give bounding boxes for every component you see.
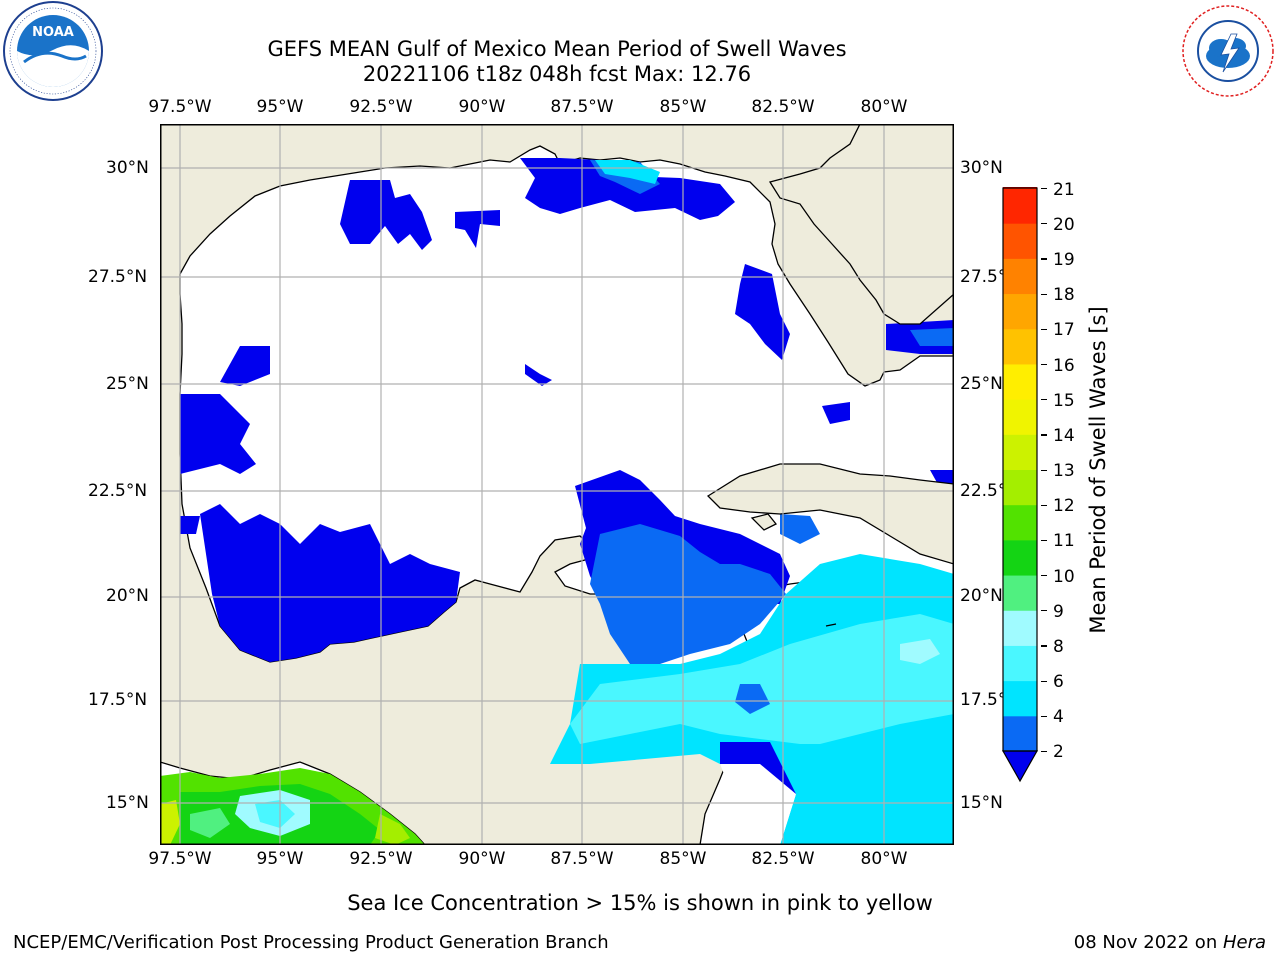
colorbar-tick bbox=[1041, 363, 1047, 366]
colorbar-tick bbox=[1041, 434, 1047, 436]
colorbar-tick bbox=[1041, 751, 1047, 753]
lon-tick-top: 80°W bbox=[860, 97, 908, 117]
colorbar-tick bbox=[1041, 223, 1047, 225]
lon-tick-bottom: 95°W bbox=[256, 849, 304, 869]
lon-tick-top: 97.5°W bbox=[148, 97, 212, 117]
chart-subtitle: 20221106 t18z 048h fcst Max: 12.76 bbox=[362, 62, 752, 86]
florida bbox=[768, 124, 954, 325]
colorbar-level: 6 bbox=[1053, 672, 1064, 692]
graticule bbox=[160, 124, 954, 845]
noaa-logo: NOAA bbox=[3, 1, 103, 101]
lat-tick-left: 27.5°N bbox=[88, 267, 148, 287]
colorbar-band bbox=[1003, 575, 1037, 611]
isla-de-la-juventud bbox=[750, 513, 778, 531]
colorbar-band bbox=[1003, 469, 1037, 506]
map-frame bbox=[160, 124, 954, 845]
colorbar-tick bbox=[1041, 575, 1047, 577]
colorbar-band bbox=[1003, 504, 1037, 541]
colorbar-level: 17 bbox=[1053, 320, 1075, 340]
lat-tick-right: 20°N bbox=[960, 586, 1003, 606]
colorbar-level: 12 bbox=[1053, 496, 1075, 516]
colorbar-tick bbox=[1041, 539, 1047, 542]
colorbar-band bbox=[1003, 328, 1037, 365]
lat-tick-left: 20°N bbox=[106, 586, 149, 606]
colorbar-tick bbox=[1041, 645, 1047, 647]
colorbar-band bbox=[1003, 223, 1037, 259]
footer-date-text: 08 Nov 2022 on bbox=[1073, 932, 1223, 953]
colorbar-tick bbox=[1041, 610, 1047, 612]
colorbar-level: 10 bbox=[1053, 567, 1075, 587]
colorbar-band bbox=[1003, 258, 1037, 295]
noaa-logo-text: NOAA bbox=[32, 25, 74, 40]
colorbar-level: 9 bbox=[1053, 602, 1064, 622]
colorbar-tick bbox=[1041, 328, 1047, 330]
sea-ice-note: Sea Ice Concentration > 15% is shown in … bbox=[347, 891, 933, 915]
cayman bbox=[825, 623, 837, 627]
footer-host: Hera bbox=[1222, 932, 1266, 953]
colorbar-band bbox=[1003, 680, 1037, 717]
lon-tick-top: 87.5°W bbox=[550, 97, 614, 117]
colorbar-level: 4 bbox=[1053, 707, 1064, 727]
colorbar-tick bbox=[1041, 258, 1047, 260]
lat-tick-left: 15°N bbox=[106, 793, 149, 813]
colorbar bbox=[1001, 187, 1039, 783]
footer-date: 08 Nov 2022 on Hera bbox=[1074, 932, 1266, 953]
colorbar-band bbox=[1003, 434, 1037, 470]
lon-tick-top: 92.5°W bbox=[349, 97, 413, 117]
colorbar-band bbox=[1003, 188, 1037, 224]
colorbar-level: 19 bbox=[1053, 250, 1075, 270]
colorbar-band bbox=[1003, 715, 1037, 752]
lat-tick-left: 25°N bbox=[106, 374, 149, 394]
lon-tick-bottom: 82.5°W bbox=[751, 849, 815, 869]
colorbar-tick bbox=[1041, 293, 1047, 295]
colorbar-label: Mean Period of Swell Waves [s] bbox=[1086, 306, 1110, 634]
colorbar-tick-marks bbox=[1041, 188, 1049, 753]
chart-title: GEFS MEAN Gulf of Mexico Mean Period of … bbox=[267, 37, 847, 61]
colorbar-band bbox=[1003, 363, 1037, 400]
colorbar-level: 2 bbox=[1053, 742, 1064, 762]
colorbar-band bbox=[1003, 399, 1037, 435]
colorbar-level: 21 bbox=[1053, 180, 1075, 200]
footer-credit: NCEP/EMC/Verification Post Processing Pr… bbox=[13, 932, 609, 953]
lon-tick-top: 82.5°W bbox=[751, 97, 815, 117]
map-plot bbox=[160, 124, 954, 845]
cuba bbox=[706, 463, 954, 565]
colorbar-level: 14 bbox=[1053, 426, 1075, 446]
lon-tick-top: 95°W bbox=[256, 97, 304, 117]
swell-contours bbox=[160, 158, 954, 845]
colorbar-level: 18 bbox=[1053, 285, 1075, 305]
colorbar-level: 15 bbox=[1053, 391, 1075, 411]
colorbar-band bbox=[1003, 293, 1037, 330]
lat-tick-left: 17.5°N bbox=[88, 690, 148, 710]
colorbar-tick bbox=[1041, 504, 1047, 506]
lon-tick-bottom: 87.5°W bbox=[550, 849, 614, 869]
lon-tick-bottom: 90°W bbox=[458, 849, 506, 869]
lon-tick-top: 90°W bbox=[458, 97, 506, 117]
colorbar-tick bbox=[1041, 188, 1047, 190]
lat-tick-right: 30°N bbox=[960, 158, 1003, 178]
colorbar-tick bbox=[1041, 399, 1047, 401]
colorbar-level: 11 bbox=[1053, 531, 1075, 551]
colorbar-tick bbox=[1041, 715, 1047, 717]
nws-logo bbox=[1179, 2, 1277, 100]
lat-tick-right: 15°N bbox=[960, 793, 1003, 813]
colorbar-level: 13 bbox=[1053, 461, 1075, 481]
lon-tick-bottom: 97.5°W bbox=[148, 849, 212, 869]
lon-tick-bottom: 80°W bbox=[860, 849, 908, 869]
colorbar-band bbox=[1003, 645, 1037, 682]
colorbar-band bbox=[1003, 610, 1037, 646]
lon-tick-bottom: 85°W bbox=[659, 849, 707, 869]
colorbar-band bbox=[1003, 539, 1037, 576]
colorbar-level: 16 bbox=[1053, 356, 1075, 376]
lon-tick-top: 85°W bbox=[659, 97, 707, 117]
lat-tick-left: 22.5°N bbox=[88, 481, 148, 501]
lat-tick-right: 25°N bbox=[960, 374, 1003, 394]
colorbar-tick bbox=[1041, 680, 1047, 682]
colorbar-under-arrow bbox=[1001, 750, 1039, 783]
colorbar-level: 8 bbox=[1053, 637, 1064, 657]
colorbar-tick bbox=[1041, 469, 1047, 471]
lat-tick-left: 30°N bbox=[106, 158, 149, 178]
lon-tick-bottom: 92.5°W bbox=[349, 849, 413, 869]
colorbar-level: 20 bbox=[1053, 215, 1075, 235]
